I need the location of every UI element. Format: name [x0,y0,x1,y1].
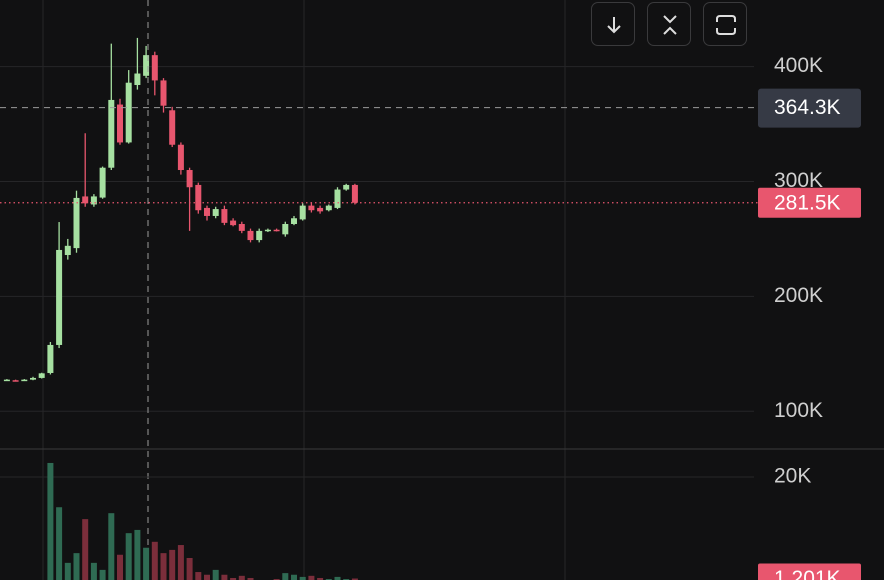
volume-bar [108,513,115,580]
candle-body [38,373,45,378]
volume-bar [204,574,210,580]
volume-bar [308,575,315,580]
volume-bar [221,574,228,580]
candle-body [90,196,97,205]
volume-bar [212,569,219,580]
volume-bar [247,577,254,580]
candle-body [230,220,237,226]
volume-bar [230,577,237,580]
candle-body [282,224,289,235]
volume-bar [64,562,71,580]
volume-bar [334,576,341,580]
volume-bar [143,547,150,580]
volume-bar [186,558,193,580]
y-tick-label: 200K [774,284,823,307]
volume-bar [73,553,80,580]
candle-body [160,80,167,106]
volume-bar [47,462,54,580]
volume-bar [151,541,158,580]
volume-bar [82,519,89,580]
volume-bar [90,562,97,580]
y-tick-label: 20K [774,465,811,488]
candle-body [317,207,324,212]
candle-body [30,377,36,380]
candle-body [47,344,54,373]
candle-body [21,379,28,382]
candle-body [186,170,193,188]
candle-body [143,55,150,76]
icon [663,15,677,35]
candle-body [212,209,219,216]
candle-body [291,218,297,224]
crosshair-box [758,88,861,128]
volume-bar [177,545,184,580]
candle-body [351,184,358,203]
volume-bar [169,549,176,580]
candle-body [82,196,89,204]
candle-body [247,230,254,241]
candle-body [125,82,132,143]
volume-bar [351,578,358,580]
candle-body [117,104,123,143]
volume-bar [299,576,306,580]
candle-body [3,379,10,382]
volume-bar [317,577,324,580]
collapse-button[interactable] [647,2,691,46]
volume-bar [134,529,141,580]
volume-bar [56,507,63,580]
candle-body [64,245,71,256]
volume-bar [238,575,245,580]
fit-button[interactable] [703,2,747,46]
candle-body [221,209,228,223]
crosshair-label: 364.3K [774,96,841,119]
candle-body [151,55,158,81]
icon [716,15,736,35]
icon [607,17,621,34]
candle-body [308,205,315,211]
y-tick-label: 400K [774,54,823,77]
candle-body [177,144,184,171]
candle-body [334,189,341,208]
candle-body [264,229,271,232]
candle-body [325,205,332,211]
last-price-label: 281.5K [774,191,841,214]
candle-body [12,380,19,382]
volume-bar [99,569,106,580]
y-tick-label: 300K [774,169,823,192]
scroll-down-button[interactable] [591,2,635,46]
candle-body [256,230,263,241]
candle-body [195,184,202,211]
volume-bar [282,573,289,580]
candle-body [56,249,63,345]
candle-body [134,73,141,86]
candle-body [273,229,280,232]
volume-bar [195,572,202,580]
candle-body [204,207,210,216]
volume-bar [160,553,167,580]
candle-body [299,205,306,220]
candle-body [73,197,80,249]
candle-body [99,167,106,198]
candle-body [169,110,176,145]
last-price-box [758,187,861,218]
y-tick-label: 100K [774,399,823,422]
volume-bar [117,554,123,580]
candle-body [238,224,245,231]
last-volume-label: 1.201K [774,567,841,580]
candle-body [108,99,115,168]
last-volume-box [758,563,861,580]
candle-body [343,184,350,190]
volume-bar [291,574,297,580]
volume-bar [125,533,132,580]
